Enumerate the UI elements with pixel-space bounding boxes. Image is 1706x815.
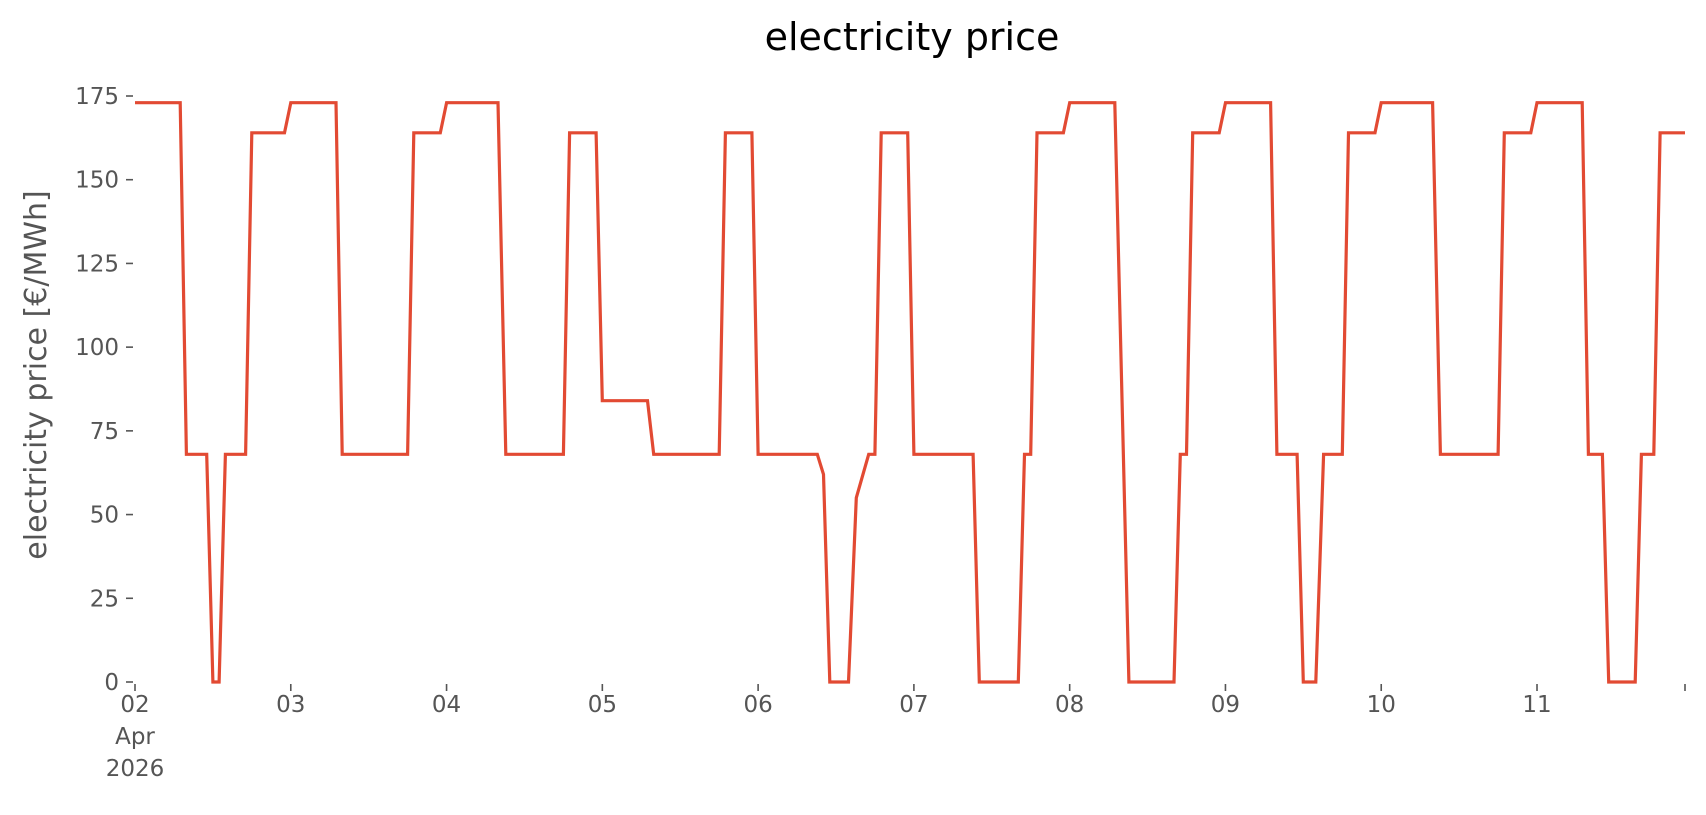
- x-tick-label: 03: [276, 692, 305, 718]
- x-tick-label: 08: [1055, 692, 1084, 718]
- y-tick-label: 150: [75, 168, 119, 194]
- x-tick-label: 04: [432, 692, 461, 718]
- y-tick-label: 125: [75, 251, 119, 277]
- x-tick-label: 09: [1211, 692, 1240, 718]
- chart-title: electricity price: [765, 15, 1060, 59]
- y-tick-label: 25: [90, 586, 119, 612]
- x-tick-label: 11: [1522, 692, 1551, 718]
- y-axis: 0 25 50 75 100 125 150 175: [75, 84, 133, 696]
- y-tick-label: 175: [75, 84, 119, 110]
- y-tick-label: 75: [90, 419, 119, 445]
- x-tick-label: 06: [743, 692, 772, 718]
- plot-area: [135, 101, 1685, 684]
- y-tick-label: 50: [90, 503, 119, 529]
- y-tick-label: 100: [75, 335, 119, 361]
- y-axis-label: electricity price [€/MWh]: [19, 190, 54, 559]
- y-tick-label: 0: [104, 670, 119, 696]
- x-tick-label: 2026: [106, 756, 165, 782]
- x-tick-label: 05: [588, 692, 617, 718]
- x-tick-label: 02: [120, 692, 149, 718]
- x-tick-label: 07: [899, 692, 928, 718]
- x-tick-label: Apr: [115, 724, 155, 750]
- x-tick-label: 10: [1367, 692, 1396, 718]
- series-line: [135, 101, 1685, 684]
- x-axis: 02 Apr 2026 03 04 05 06 07 08 09 10 11: [106, 684, 1686, 782]
